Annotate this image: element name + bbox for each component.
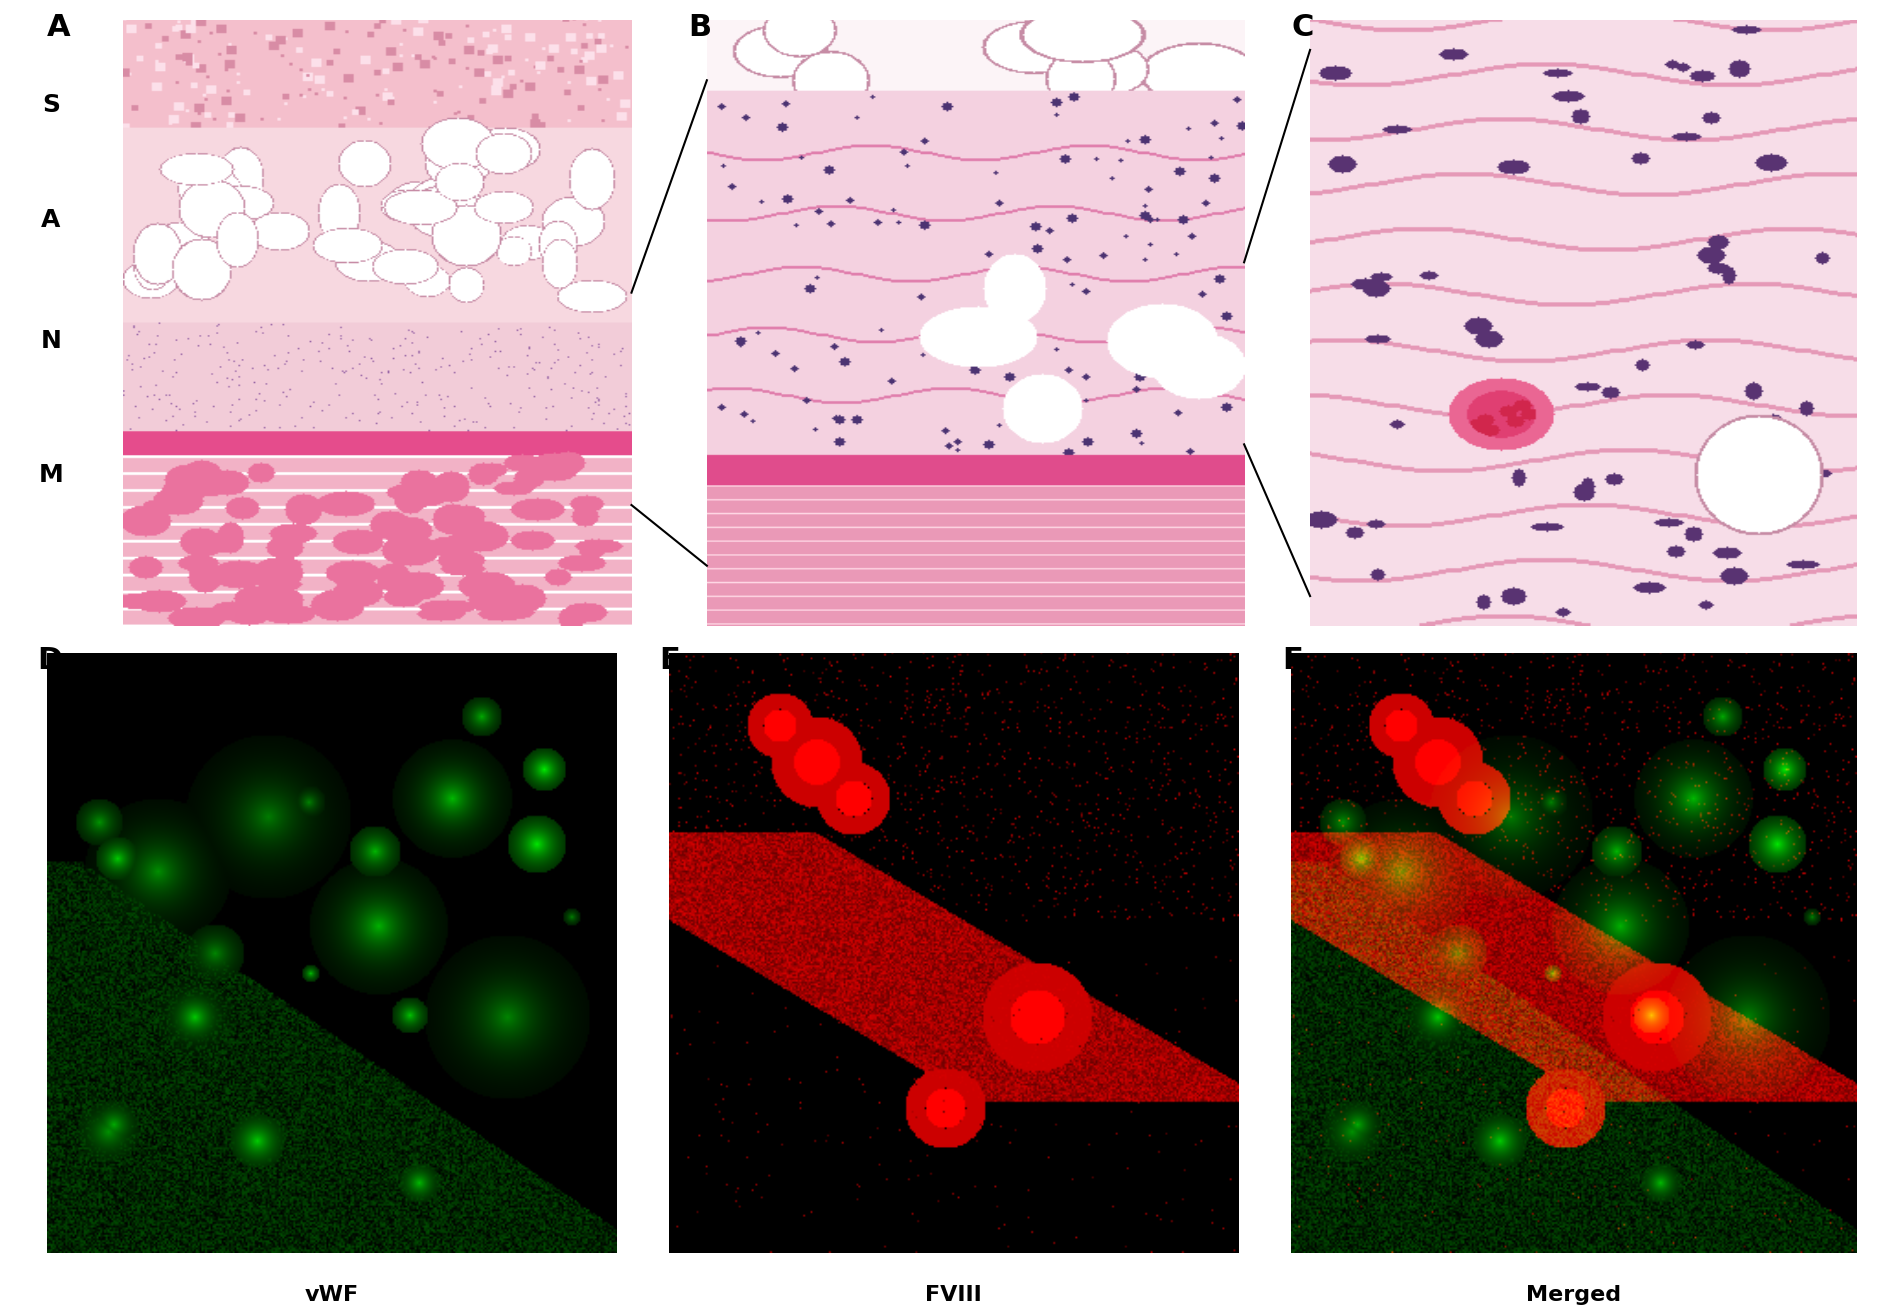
Text: B: B bbox=[688, 13, 711, 42]
Text: M: M bbox=[38, 463, 64, 487]
Text: A: A bbox=[41, 207, 60, 232]
Text: N: N bbox=[40, 329, 62, 354]
Text: E: E bbox=[660, 646, 680, 675]
Text: S: S bbox=[41, 93, 60, 116]
Text: vWF: vWF bbox=[305, 1285, 358, 1305]
Text: D: D bbox=[38, 646, 62, 675]
Text: Merged
(vWF & FVIII): Merged (vWF & FVIII) bbox=[1491, 1285, 1657, 1305]
Text: F: F bbox=[1282, 646, 1303, 675]
Text: FVIII: FVIII bbox=[926, 1285, 982, 1305]
Text: C: C bbox=[1291, 13, 1314, 42]
Text: A: A bbox=[47, 13, 72, 42]
